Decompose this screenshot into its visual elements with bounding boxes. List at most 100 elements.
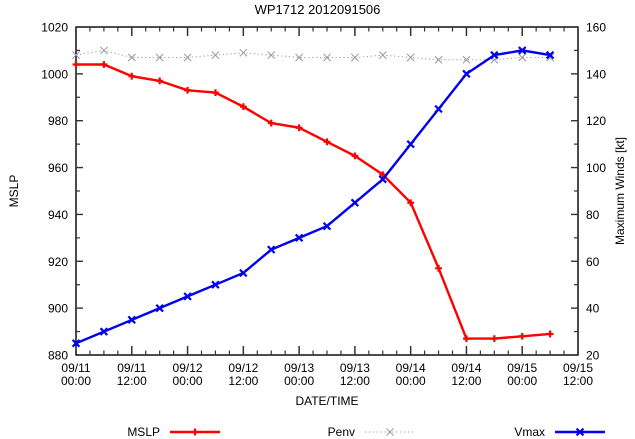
left-tick-label: 880 <box>48 349 68 363</box>
cross-marker-icon <box>211 280 220 289</box>
cross-marker-icon <box>127 53 136 62</box>
right-axis-tick-labels: 20 40 60 80 100 120 140 160 <box>586 21 606 363</box>
cross-marker-icon <box>294 233 304 243</box>
left-tick-label: 980 <box>48 114 68 128</box>
legend-label: Vmax <box>514 425 545 439</box>
series-line <box>75 49 551 61</box>
plus-marker-icon <box>72 61 80 68</box>
right-tick-label: 140 <box>586 67 606 81</box>
series-line <box>75 49 551 345</box>
cross-marker-icon <box>267 51 276 60</box>
cross-marker-icon <box>267 245 276 254</box>
plus-marker-icon <box>518 332 526 340</box>
cross-marker-icon <box>295 53 304 62</box>
series-penv <box>72 46 555 64</box>
x-tick-label-time: 00:00 <box>173 374 203 388</box>
x-tick-label-date: 09/11 <box>61 361 90 375</box>
cross-marker-icon <box>99 327 109 336</box>
plot-border <box>75 26 579 356</box>
x-tick-label-date: 09/14 <box>451 361 481 375</box>
cross-marker-icon <box>518 46 527 55</box>
plot-frame <box>75 26 579 356</box>
cross-marker-icon <box>71 339 81 348</box>
cross-marker-icon <box>183 292 192 301</box>
cross-marker-icon <box>406 139 415 149</box>
x-tick-label-date: 09/12 <box>173 361 203 375</box>
plus-marker-icon <box>212 89 219 96</box>
chart-legend: MSLP Penv Vmax <box>127 425 605 439</box>
cross-marker-icon <box>239 48 248 57</box>
cross-marker-icon <box>434 55 443 64</box>
cross-marker-icon <box>127 315 136 325</box>
cross-marker-icon <box>239 268 248 278</box>
plus-marker-icon <box>323 138 331 146</box>
plus-marker-icon <box>267 119 275 127</box>
x-tick-label-time: 12:00 <box>563 374 593 388</box>
cross-marker-icon <box>462 69 471 79</box>
cross-marker-icon <box>518 53 527 62</box>
x-tick-label-date: 09/15 <box>507 361 537 375</box>
right-tick-label: 160 <box>586 21 606 35</box>
x-tick-label-date: 09/11 <box>117 361 146 375</box>
x-tick-label-time: 12:00 <box>451 374 481 388</box>
legend-item-penv[interactable]: Penv <box>328 425 415 439</box>
left-tick-label: 900 <box>48 302 68 316</box>
cross-marker-icon <box>183 53 192 62</box>
plus-marker-icon <box>156 77 164 85</box>
left-tick-label: 960 <box>48 161 68 175</box>
cross-marker-icon <box>322 221 332 231</box>
x-tick-label-time: 00:00 <box>61 374 91 388</box>
series-vmax <box>71 46 555 348</box>
cross-marker-icon <box>350 53 359 62</box>
cross-marker-icon <box>386 428 394 436</box>
cross-marker-icon <box>350 198 360 207</box>
cross-marker-icon <box>434 104 443 114</box>
cross-marker-icon <box>378 175 387 184</box>
left-axis-tick-labels: 880 900 920 940 960 980 1000 1020 <box>41 21 68 363</box>
right-tick-label: 20 <box>586 349 600 363</box>
right-tick-label: 100 <box>586 161 606 175</box>
x-tick-label-date: 09/12 <box>228 361 258 375</box>
left-tick-label: 940 <box>48 208 68 222</box>
plus-marker-icon <box>239 103 247 111</box>
cross-marker-icon <box>155 53 164 62</box>
plus-marker-icon <box>100 61 108 68</box>
legend-item-vmax[interactable]: Vmax <box>514 425 605 439</box>
legend-label: Penv <box>328 425 355 439</box>
x-tick-label-date: 09/15 <box>563 361 593 375</box>
cross-marker-icon <box>378 51 387 60</box>
x-tick-label-date: 09/13 <box>284 361 314 375</box>
data-series <box>71 46 555 348</box>
x-tick-label-time: 00:00 <box>507 374 537 388</box>
right-tick-label: 120 <box>586 114 606 128</box>
x-tick-label-time: 00:00 <box>284 374 314 388</box>
legend-label: MSLP <box>127 425 160 439</box>
right-tick-label: 40 <box>586 302 600 316</box>
left-axis-title: MSLP <box>7 175 21 208</box>
series-mslp <box>72 61 554 342</box>
legend-item-mslp[interactable]: MSLP <box>127 425 220 439</box>
left-tick-label: 1000 <box>41 67 68 81</box>
cross-marker-icon <box>545 50 555 60</box>
right-axis-title: Maximum Winds [kt] <box>613 137 627 245</box>
left-tick-label: 1020 <box>41 21 68 35</box>
plus-marker-icon <box>191 428 199 436</box>
x-tick-label-time: 12:00 <box>340 374 370 388</box>
cross-marker-icon <box>406 53 415 62</box>
x-tick-label-time: 00:00 <box>396 374 426 388</box>
cross-marker-icon <box>490 50 499 60</box>
plus-marker-icon <box>490 335 498 342</box>
axis-ticks <box>75 27 579 355</box>
cross-marker-icon <box>462 55 471 64</box>
x-tick-label-time: 12:00 <box>117 374 147 388</box>
chart-title: WP1712 2012091506 <box>254 2 381 17</box>
series-line <box>76 63 551 340</box>
plus-marker-icon <box>435 264 442 272</box>
plus-marker-icon <box>295 124 303 132</box>
plus-marker-icon <box>184 86 191 94</box>
x-axis-tick-labels: 09/1100:0009/1112:0009/1200:0009/1212:00… <box>61 361 593 388</box>
cross-marker-icon <box>211 51 220 60</box>
plus-marker-icon <box>407 199 415 207</box>
cross-marker-icon <box>99 46 108 55</box>
